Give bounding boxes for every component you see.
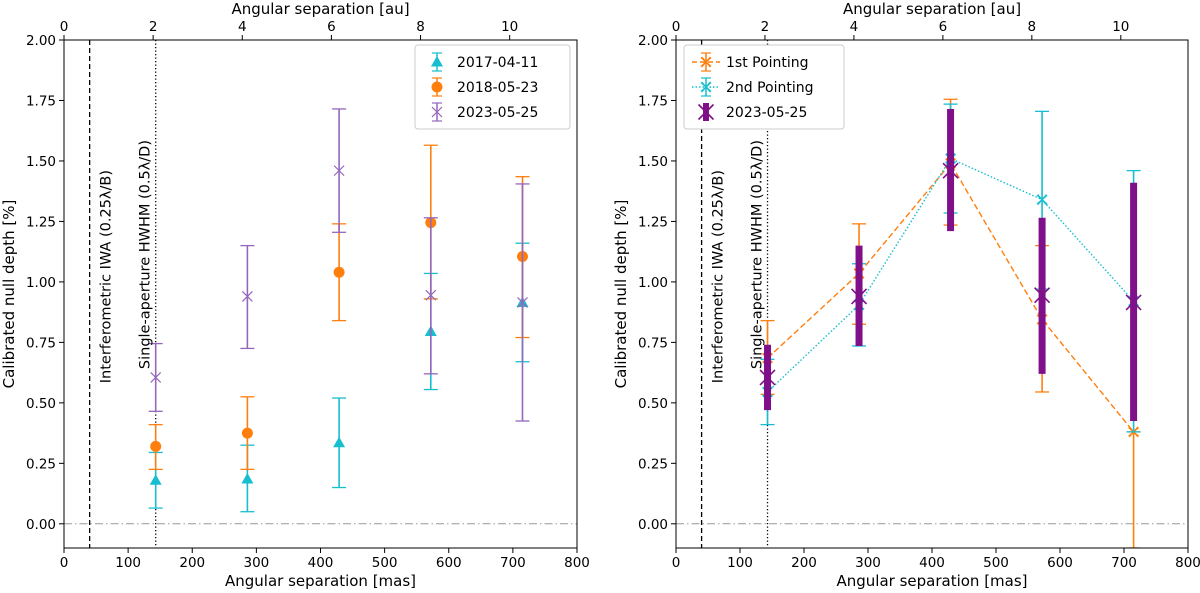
right-xtick-label: 600	[1047, 555, 1073, 571]
right-ytick-label: 2.00	[638, 33, 668, 49]
left-series-2-point	[425, 289, 437, 301]
left-series-2-point	[517, 297, 528, 308]
right-legend-label: 1st Pointing	[726, 55, 809, 71]
right-ytick-label: 1.50	[638, 154, 668, 170]
right-legend-label: 2023-05-25	[726, 105, 807, 121]
right-series-2-point	[942, 162, 959, 179]
right-x2tick-label: 10	[1112, 19, 1129, 35]
right-ytick-label: 1.00	[638, 275, 668, 291]
right-series-2-point	[850, 288, 868, 305]
left-xtick-label: 800	[564, 555, 590, 571]
right-ytick-label: 0.75	[638, 335, 668, 351]
left-plot-area	[64, 40, 577, 548]
left-xtick-label: 0	[60, 555, 69, 571]
left-legend-frame	[414, 44, 571, 130]
left-legend-label: 2018-05-23	[457, 80, 538, 96]
right-xtick-label: 500	[983, 555, 1009, 571]
right-ytick-label: 0.25	[638, 456, 668, 472]
left-ytick-label: 1.25	[26, 214, 56, 230]
left-hwhm-annotation: Single-aperture HWHM (0.5λ/D)	[138, 140, 154, 369]
left-ytick-label: 1.50	[26, 154, 56, 170]
right-ytick-label: 1.75	[638, 93, 668, 109]
left-series-1-point	[241, 427, 253, 439]
right-series-2-point	[1125, 294, 1142, 311]
left-xtick-label: 400	[308, 555, 334, 571]
left-x2tick-label: 0	[60, 19, 69, 35]
right-legend: 1st Pointing 2nd Pointing 2023-05-25	[683, 44, 845, 130]
right-xtick-label: 400	[919, 555, 945, 571]
right-xtick-label: 200	[791, 555, 817, 571]
left-xtick-label: 700	[500, 555, 526, 571]
left-iwa-annotation: Interferometric IWA (0.25λ/B)	[99, 170, 115, 383]
left-xtick-label: 200	[179, 555, 205, 571]
right-xtick-label: 800	[1175, 555, 1200, 571]
right-xlabel: Angular separation [mas]	[836, 572, 1027, 590]
right-xtick-label: 300	[855, 555, 881, 571]
right-x2tick-label: 4	[850, 19, 859, 35]
left-series-0-point	[333, 436, 346, 448]
right-series-2-point	[759, 369, 776, 386]
left-chart: Interferometric IWA (0.25λ/B) Single-aper…	[0, 0, 590, 590]
left-series-1-point	[150, 440, 162, 452]
left-ytick-label: 2.00	[26, 33, 56, 49]
right-x2tick-label: 6	[939, 19, 948, 35]
left-legend: 2017-04-11 2018-05-23 2023-05-25	[414, 44, 571, 130]
left-ytick-label: 0.00	[26, 517, 56, 533]
right-ytick-label: 1.25	[638, 214, 668, 230]
right-series-2-point	[1034, 287, 1051, 304]
right-legend-marker	[697, 103, 715, 121]
right-series-0-line	[767, 162, 1135, 433]
right-xtick-label: 700	[1111, 555, 1137, 571]
right-xtick-label: 0	[672, 555, 681, 571]
left-series-0-point	[149, 474, 162, 485]
left-xtick-label: 500	[372, 555, 398, 571]
right-x2label: Angular separation [au]	[843, 0, 1021, 18]
left-series-2-point	[150, 372, 162, 383]
right-legend-marker	[700, 81, 712, 93]
right-legend-frame	[683, 44, 845, 130]
right-xtick-label: 100	[727, 555, 753, 571]
left-legend-marker	[431, 56, 443, 67]
right-legend-marker	[700, 56, 712, 68]
left-legend-marker	[431, 106, 443, 118]
left-legend-marker	[431, 81, 443, 93]
left-series-1-point	[333, 266, 345, 278]
left-legend-label: 2017-04-11	[457, 55, 538, 71]
right-x2tick-label: 8	[1028, 19, 1037, 35]
left-series-2-point	[333, 165, 345, 177]
right-legend-label: 2nd Pointing	[726, 80, 814, 96]
right-ytick-label: 0.50	[638, 396, 668, 412]
left-x2tick-label: 6	[327, 19, 336, 35]
left-x2tick-label: 4	[238, 19, 247, 35]
left-ytick-label: 0.50	[26, 396, 56, 412]
left-xtick-label: 600	[436, 555, 462, 571]
left-legend-label: 2023-05-25	[457, 105, 538, 121]
right-iwa-annotation: Interferometric IWA (0.25λ/B)	[711, 170, 727, 383]
left-ytick-label: 1.75	[26, 93, 56, 109]
left-ylabel: Calibrated null depth [%]	[0, 200, 18, 389]
left-ytick-label: 0.75	[26, 335, 56, 351]
left-x2tick-label: 8	[416, 19, 425, 35]
left-x2tick-label: 10	[501, 19, 518, 35]
right-x2tick-label: 2	[761, 19, 770, 35]
left-xtick-label: 100	[115, 555, 141, 571]
left-xtick-label: 300	[243, 555, 269, 571]
left-x2label: Angular separation [au]	[231, 0, 409, 18]
left-ytick-label: 1.00	[26, 275, 56, 291]
left-x2tick-label: 2	[149, 19, 158, 35]
right-chart: Interferometric IWA (0.25λ/B) Single-aper…	[612, 0, 1200, 590]
left-ytick-label: 0.25	[26, 456, 56, 472]
right-x2tick-label: 0	[672, 19, 681, 35]
right-ytick-label: 0.00	[638, 517, 668, 533]
left-series-2-point	[241, 290, 253, 302]
right-series-1-point	[1036, 194, 1048, 206]
right-hwhm-annotation: Single-aperture HWHM (0.5λ/D)	[750, 140, 766, 369]
right-ylabel: Calibrated null depth [%]	[612, 200, 630, 389]
left-series-0-point	[241, 473, 254, 484]
left-xlabel: Angular separation [mas]	[225, 572, 416, 590]
